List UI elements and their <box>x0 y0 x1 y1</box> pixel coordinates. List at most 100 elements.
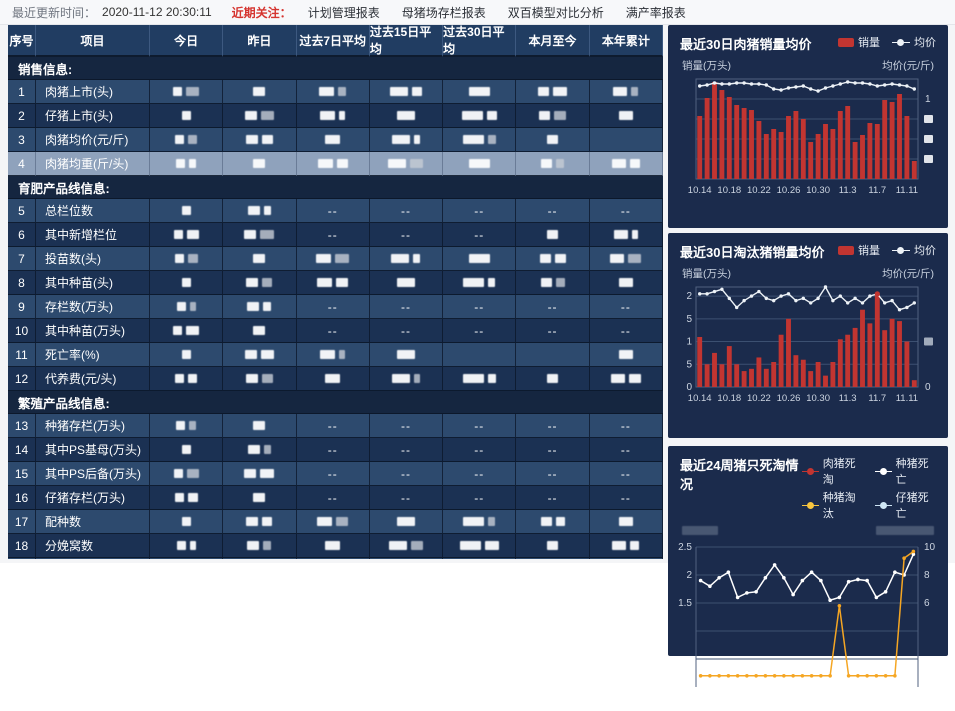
table-row[interactable]: 9 存栏数(万头) -- -- -- -- -- <box>8 295 663 319</box>
table-row[interactable]: 18 分娩窝数 <box>8 534 663 558</box>
table-row[interactable]: 12 代养费(元/头) <box>8 367 663 391</box>
menu-item-plan-report[interactable]: 计划管理报表 <box>307 5 380 20</box>
redacted-value <box>247 541 260 550</box>
redacted-value <box>188 374 198 383</box>
table-row[interactable]: 16 仔猪存栏(万头) -- -- -- -- -- <box>8 486 663 510</box>
row-index: 5 <box>8 199 36 223</box>
column-header: 过去30日平均 <box>443 25 517 57</box>
menu-item-sow-farm-report[interactable]: 母猪场存栏报表 <box>401 5 486 20</box>
table-cell: -- <box>296 462 370 486</box>
row-index: 4 <box>8 152 36 176</box>
table-section-header: 育肥产品线信息: <box>8 176 663 199</box>
table-row[interactable]: 4 肉猪均重(斤/头) <box>8 152 663 176</box>
table-cell <box>223 128 297 152</box>
column-header: 今日 <box>150 25 224 57</box>
report-table: 序号 项目 今日 昨日 过去7日平均 过去15日平均 过去30日平均 本月至今 本年累计 销售信… <box>8 25 663 559</box>
table-cell <box>223 295 297 319</box>
table-cell: -- <box>296 486 370 510</box>
table-cell <box>369 367 444 391</box>
chart2-legend-sales[interactable]: 销量 <box>838 242 880 258</box>
menu-item-model-compare[interactable]: 双百模型对比分析 <box>507 5 604 20</box>
redacted-value <box>413 135 420 144</box>
redacted-value <box>628 254 642 263</box>
chart3-legend-pig-death[interactable]: 肉猪死淘 <box>802 455 863 487</box>
chart1-plot: 1 10.14 10.18 10.22 10.26 10.30 11.3 11.7 11.11 <box>688 78 933 196</box>
redacted-value <box>173 469 183 478</box>
table-cell <box>223 414 297 438</box>
table-cell: -- <box>516 438 590 462</box>
svg-text:2: 2 <box>686 570 692 581</box>
redacted-value <box>262 517 273 526</box>
table-row[interactable]: 14 其中PS基母(万头) -- -- -- -- -- <box>8 438 663 462</box>
chart3-legend-breeder-cull[interactable]: 种猪淘汰 <box>802 489 863 521</box>
table-cell <box>296 152 370 176</box>
table-cell: -- <box>369 223 444 247</box>
redacted-value <box>247 206 260 215</box>
table-row[interactable]: 8 其中种苗(头) <box>8 271 663 295</box>
report-table-header: 序号 项目 今日 昨日 过去7日平均 过去15日平均 过去30日平均 本月至今 本年累计 <box>8 25 663 57</box>
table-row[interactable]: 17 配种数 <box>8 510 663 534</box>
redacted-value <box>253 159 266 168</box>
chart1-legend-price[interactable]: 均价 <box>892 34 936 50</box>
table-row[interactable]: 19窝均活仔(头/窝) <box>8 558 663 559</box>
table-cell: -- <box>516 462 590 486</box>
table-row[interactable]: 11 死亡率(%) <box>8 343 663 367</box>
redacted-value <box>261 135 273 144</box>
redacted-value <box>181 445 191 454</box>
chart3-plot: 2.5 2 1.5 10 8 6 <box>678 542 936 687</box>
row-index: 1 <box>8 80 36 104</box>
table-cell: -- <box>296 438 370 462</box>
redacted-value <box>410 541 423 550</box>
svg-text:10: 10 <box>924 542 936 553</box>
redacted-value <box>631 230 638 239</box>
chart2-right-axis-name: 均价(元/斤) <box>882 268 934 280</box>
table-cell <box>516 558 590 559</box>
line-swatch-icon <box>892 38 910 47</box>
table-cell <box>223 152 297 176</box>
row-index: 16 <box>8 486 36 510</box>
top-bar: 最近更新时间： 2020-11-12 20:30:11 近期关注： 计划管理报表… <box>0 0 955 25</box>
chart1-legend-sales[interactable]: 销量 <box>838 34 880 50</box>
table-cell <box>443 558 517 559</box>
redacted-value <box>396 278 415 287</box>
table-row[interactable]: 3 肉猪均价(元/斤) <box>8 128 663 152</box>
svg-text:2: 2 <box>686 291 692 302</box>
redacted-value <box>186 469 199 478</box>
table-cell: -- <box>369 414 444 438</box>
table-row[interactable]: 6 其中新增栏位 -- -- -- <box>8 223 663 247</box>
table-cell <box>589 534 663 558</box>
table-cell <box>150 534 224 558</box>
table-row[interactable]: 1 肉猪上市(头) <box>8 80 663 104</box>
redacted-value <box>396 517 415 526</box>
table-cell <box>223 80 297 104</box>
menu-item-full-capacity-report[interactable]: 满产率报表 <box>625 5 686 20</box>
row-label: 其中种苗(万头) <box>36 319 150 343</box>
chart2-legend-price[interactable]: 均价 <box>892 242 936 258</box>
table-cell <box>589 510 663 534</box>
row-label: 种猪存栏(万头) <box>36 414 150 438</box>
table-row[interactable]: 2 仔猪上市(头) <box>8 104 663 128</box>
table-cell <box>150 152 224 176</box>
table-row[interactable]: 10 其中种苗(万头) -- -- -- -- -- <box>8 319 663 343</box>
table-row[interactable]: 13 种猪存栏(万头) -- -- -- -- -- <box>8 414 663 438</box>
table-cell <box>443 271 517 295</box>
svg-text:1: 1 <box>686 337 692 348</box>
redacted-value <box>553 87 568 96</box>
chart3-legend-piglet-death[interactable]: 仔猪死亡 <box>875 489 936 521</box>
table-cell: -- <box>589 319 663 343</box>
redacted-value <box>391 254 410 263</box>
table-row[interactable]: 5 总栏位数 -- -- -- -- -- <box>8 199 663 223</box>
table-cell <box>369 247 444 271</box>
svg-text:10.30: 10.30 <box>806 185 830 196</box>
row-index: 11 <box>8 343 36 367</box>
table-row[interactable]: 15 其中PS后备(万头) -- -- -- -- -- <box>8 462 663 486</box>
chart3-legend-breeder-death[interactable]: 种猪死亡 <box>875 455 936 487</box>
table-cell <box>223 558 297 559</box>
update-time-value: 2020-11-12 20:30:11 <box>102 5 212 19</box>
redacted-value <box>538 87 550 96</box>
table-row[interactable]: 7 投苗数(头) <box>8 247 663 271</box>
table-cell: -- <box>296 223 370 247</box>
table-cell: -- <box>369 295 444 319</box>
table-cell <box>296 128 370 152</box>
row-label: 肉猪均价(元/斤) <box>36 128 150 152</box>
